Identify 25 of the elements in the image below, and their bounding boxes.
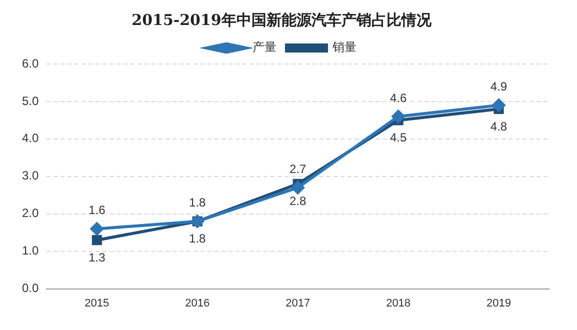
data-label: 2.7 xyxy=(289,162,307,176)
x-tick-label: 2015 xyxy=(84,297,110,310)
data-label: 1.3 xyxy=(88,250,106,264)
y-tick-label: 1.0 xyxy=(22,244,39,258)
y-tick-label: 5.0 xyxy=(22,94,39,108)
x-tick-label: 2018 xyxy=(386,297,411,310)
data-label: 4.6 xyxy=(390,90,407,105)
data-label: 2.8 xyxy=(289,194,307,208)
legend-label: 产量 xyxy=(252,40,276,54)
x-tick-label: 2019 xyxy=(486,297,512,310)
data-label: 4.8 xyxy=(490,119,508,134)
data-label: 1.8 xyxy=(189,196,206,210)
y-tick-label: 6.0 xyxy=(22,56,39,70)
data-label: 4.9 xyxy=(490,80,508,94)
y-tick-label: 0.0 xyxy=(22,281,39,296)
data-label: 1.8 xyxy=(189,232,206,246)
x-tick-label: 2017 xyxy=(286,297,310,310)
legend-label: 销量 xyxy=(332,40,356,54)
data-label: 1.6 xyxy=(88,203,106,218)
x-tick-label: 2016 xyxy=(185,297,210,310)
y-tick-label: 3.0 xyxy=(22,168,39,183)
y-tick-label: 4.0 xyxy=(22,131,39,146)
y-tick-label: 2.0 xyxy=(22,206,39,220)
chart-title: 2015-2019年中国新能源汽车产销占比情况 xyxy=(132,10,432,29)
data-label: 4.5 xyxy=(390,130,407,145)
